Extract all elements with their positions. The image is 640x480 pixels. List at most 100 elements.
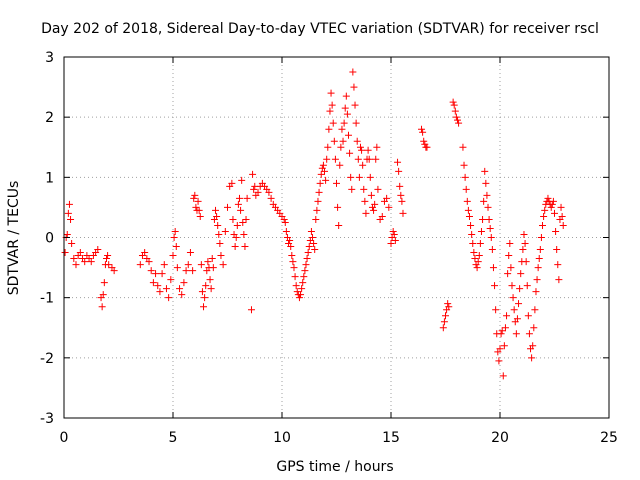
data-point — [383, 194, 391, 202]
data-point — [473, 264, 481, 272]
data-point — [452, 113, 460, 121]
data-point — [209, 264, 217, 272]
data-point — [531, 306, 539, 314]
data-point — [516, 285, 524, 293]
data-point — [541, 206, 549, 214]
data-point — [231, 243, 239, 251]
data-point — [136, 261, 144, 269]
data-point — [341, 104, 349, 112]
data-point — [555, 276, 563, 284]
data-point — [505, 252, 513, 260]
data-point — [469, 240, 477, 248]
data-point — [486, 224, 494, 232]
data-point — [521, 240, 529, 248]
data-point — [498, 327, 506, 335]
data-point — [154, 282, 162, 290]
data-point — [559, 221, 567, 229]
data-point — [331, 155, 339, 163]
data-point — [243, 194, 251, 202]
data-point — [492, 306, 500, 314]
data-point — [391, 237, 399, 245]
chart-title: Day 202 of 2018, Sidereal Day-to-day VTE… — [41, 21, 599, 37]
data-point — [350, 83, 358, 91]
x-tick-label: 15 — [382, 430, 400, 446]
data-point — [234, 200, 242, 208]
data-point — [316, 179, 324, 187]
data-point — [445, 303, 453, 311]
data-point — [532, 288, 540, 296]
data-point — [94, 246, 102, 254]
data-point — [297, 291, 305, 299]
data-point — [237, 206, 245, 214]
data-point — [329, 119, 337, 127]
data-point — [326, 107, 334, 115]
data-point — [217, 252, 225, 260]
data-point — [351, 101, 359, 109]
data-point — [178, 291, 186, 299]
data-point — [197, 261, 205, 269]
data-point — [249, 170, 257, 178]
data-point — [170, 234, 178, 241]
data-point — [359, 161, 367, 169]
data-point — [180, 279, 188, 287]
data-point — [149, 279, 157, 287]
data-point — [233, 221, 241, 229]
data-point — [176, 285, 184, 293]
data-point — [330, 137, 338, 145]
data-point — [309, 234, 317, 241]
data-point — [333, 179, 340, 187]
data-point — [242, 215, 250, 223]
data-point — [397, 191, 405, 199]
data-point — [480, 197, 488, 205]
data-point — [265, 188, 273, 196]
data-point — [362, 209, 370, 217]
data-point — [387, 240, 395, 248]
data-point — [467, 221, 475, 229]
data-point — [160, 261, 168, 269]
data-point — [552, 227, 560, 235]
data-point — [370, 206, 378, 214]
data-point — [519, 246, 527, 254]
data-point — [551, 209, 558, 217]
data-point — [453, 116, 461, 124]
data-point — [372, 155, 380, 163]
data-point — [103, 255, 111, 263]
data-point — [328, 101, 336, 109]
data-point — [465, 212, 473, 220]
data-point — [489, 264, 497, 272]
data-point — [530, 324, 538, 332]
data-point — [460, 161, 468, 169]
data-point — [537, 234, 545, 241]
data-point — [390, 230, 398, 238]
data-point — [314, 197, 322, 205]
data-point — [450, 101, 458, 109]
y-tick-label: 0 — [45, 231, 54, 247]
data-point — [158, 270, 166, 278]
data-point — [202, 282, 210, 290]
data-point — [464, 206, 472, 214]
data-point — [548, 200, 556, 208]
data-point — [61, 249, 69, 257]
x-tick-label: 25 — [600, 430, 618, 446]
data-point — [195, 206, 203, 214]
data-point — [337, 143, 345, 151]
data-point — [418, 125, 426, 133]
data-point — [191, 191, 199, 199]
data-point — [549, 197, 557, 205]
data-point — [300, 273, 308, 281]
data-point — [342, 92, 350, 100]
data-point — [335, 221, 343, 229]
data-point — [334, 203, 342, 211]
data-point — [295, 294, 303, 302]
data-point — [471, 255, 479, 263]
data-point — [293, 288, 301, 296]
data-point — [340, 119, 348, 127]
data-point — [439, 324, 447, 332]
data-point — [208, 255, 216, 263]
data-point — [64, 209, 72, 217]
data-point — [67, 215, 75, 223]
x-tick-label: 5 — [169, 430, 178, 446]
data-point — [186, 249, 194, 257]
data-point — [515, 300, 523, 308]
